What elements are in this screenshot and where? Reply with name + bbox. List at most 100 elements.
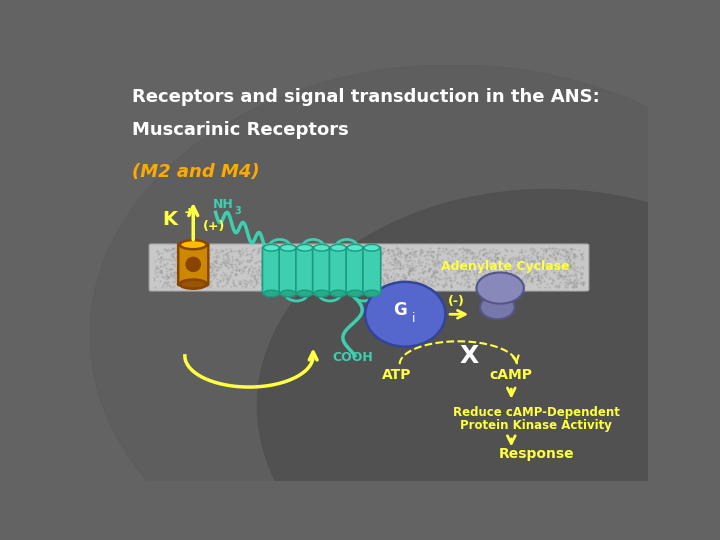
Point xyxy=(318,273,329,282)
Point xyxy=(557,251,568,259)
Point xyxy=(347,258,359,267)
Point xyxy=(539,268,551,276)
Point xyxy=(343,273,354,282)
Point xyxy=(421,247,433,255)
Point xyxy=(264,260,276,268)
Point xyxy=(562,262,574,271)
Point xyxy=(360,269,372,278)
Point xyxy=(451,261,463,270)
Text: X: X xyxy=(460,344,479,368)
Point xyxy=(415,247,426,255)
Point xyxy=(309,251,320,260)
Point xyxy=(467,262,478,271)
Point xyxy=(206,259,217,268)
Point xyxy=(563,251,575,260)
Point xyxy=(481,280,492,288)
Point xyxy=(458,281,469,290)
Point xyxy=(207,271,219,279)
Ellipse shape xyxy=(330,290,346,297)
Point xyxy=(364,260,375,269)
Point xyxy=(284,266,296,274)
Point xyxy=(279,282,290,291)
Point xyxy=(299,246,310,255)
Point xyxy=(218,256,230,265)
Point xyxy=(469,269,480,278)
Point xyxy=(426,247,437,255)
Point xyxy=(422,251,433,260)
Point xyxy=(519,247,531,255)
Point xyxy=(483,280,495,288)
Point xyxy=(210,269,221,278)
Point xyxy=(522,251,534,260)
Point xyxy=(381,253,392,262)
Point xyxy=(149,266,161,274)
Point xyxy=(239,263,251,272)
Point xyxy=(400,251,411,260)
Point xyxy=(376,249,387,258)
Point xyxy=(569,250,580,259)
Point xyxy=(350,279,361,287)
Point xyxy=(518,272,530,280)
Point xyxy=(405,253,416,262)
Point xyxy=(575,267,586,276)
Point xyxy=(397,260,408,269)
Point xyxy=(387,251,399,260)
Point xyxy=(561,278,572,286)
Point xyxy=(459,274,470,283)
Point xyxy=(435,269,446,278)
Point xyxy=(305,277,316,286)
Point xyxy=(497,282,508,291)
Point xyxy=(567,249,579,258)
Point xyxy=(294,280,305,288)
Point xyxy=(250,276,261,285)
Point xyxy=(539,247,550,256)
Point xyxy=(280,247,292,255)
Point xyxy=(288,252,300,261)
Point xyxy=(381,270,392,279)
Point xyxy=(191,251,202,260)
Point xyxy=(503,281,514,289)
FancyBboxPatch shape xyxy=(346,247,364,294)
Point xyxy=(267,274,279,283)
Point xyxy=(161,274,172,283)
Point xyxy=(229,281,240,289)
Point xyxy=(265,280,276,289)
Point xyxy=(323,259,335,268)
Point xyxy=(195,266,207,275)
Point xyxy=(377,260,389,269)
Point xyxy=(570,265,581,274)
Point xyxy=(436,256,448,265)
Point xyxy=(171,279,182,288)
Point xyxy=(539,269,550,278)
Point xyxy=(491,273,503,281)
Point xyxy=(513,252,525,260)
Point xyxy=(523,269,535,278)
Point xyxy=(410,276,422,285)
Point xyxy=(222,263,233,272)
Point xyxy=(216,258,228,266)
Point xyxy=(575,270,587,279)
Point xyxy=(288,282,300,291)
Point xyxy=(474,261,485,270)
Text: G: G xyxy=(393,301,407,319)
Point xyxy=(199,251,210,260)
Point xyxy=(374,248,386,256)
Point xyxy=(433,247,444,255)
Point xyxy=(168,244,179,252)
Point xyxy=(264,275,276,284)
Point xyxy=(491,253,503,261)
Text: cAMP: cAMP xyxy=(490,368,533,382)
Point xyxy=(180,275,192,284)
Point xyxy=(176,282,188,291)
Point xyxy=(327,259,338,267)
Point xyxy=(151,271,163,280)
Point xyxy=(197,275,208,284)
Point xyxy=(172,256,184,265)
Point xyxy=(202,252,214,261)
Point xyxy=(490,246,502,255)
Point xyxy=(414,279,426,288)
Point xyxy=(569,279,580,287)
Point xyxy=(346,282,357,291)
Point xyxy=(174,255,185,264)
Point xyxy=(217,275,229,284)
